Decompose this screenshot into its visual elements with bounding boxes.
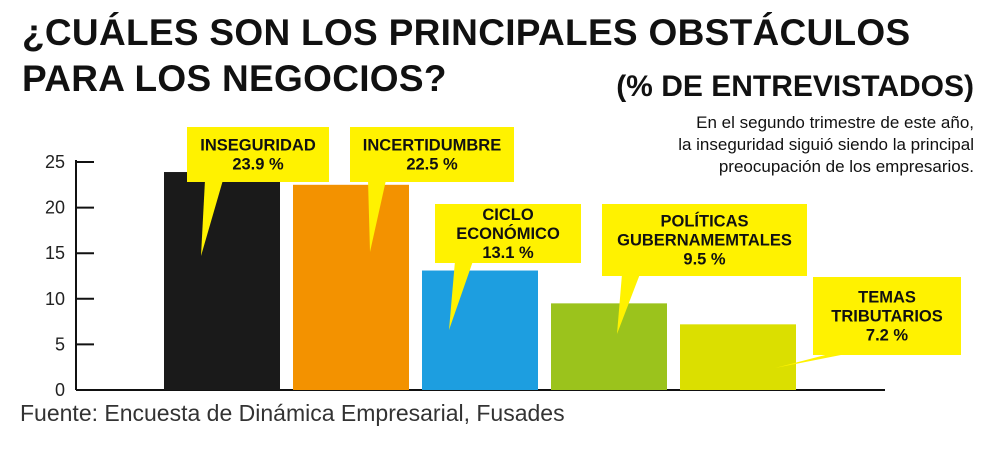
- bar-3: [422, 270, 538, 390]
- callout-box-4: [602, 204, 807, 276]
- category-label-4-line-2: GUBERNAMEMTALES: [617, 232, 792, 250]
- y-tick-label-0: 0: [55, 380, 65, 400]
- data-label-1: 23.9 %: [232, 156, 284, 174]
- y-tick-label-15: 15: [45, 243, 65, 263]
- bar-1: [164, 172, 280, 390]
- callout-box-5: [813, 277, 961, 355]
- callout-tail-2: [368, 180, 386, 252]
- source-note: Fuente: Encuesta de Dinámica Empresarial…: [20, 400, 565, 426]
- chart-title-line-1: ¿CUÁLES SON LOS PRINCIPALES OBSTÁCULOS: [22, 12, 911, 53]
- data-label-3: 13.1 %: [482, 244, 534, 262]
- bar-4: [551, 303, 667, 390]
- category-label-1: INSEGURIDAD: [200, 137, 316, 155]
- data-label-5: 7.2 %: [866, 327, 909, 345]
- chart-title: ¿CUÁLES SON LOS PRINCIPALES OBSTÁCULOS P…: [22, 10, 911, 102]
- callout-tail-3: [449, 261, 473, 330]
- chart-note-line-3: preocupación de los empresarios.: [718, 157, 974, 176]
- y-tick-label-20: 20: [45, 198, 65, 218]
- y-tick-label-25: 25: [45, 152, 65, 172]
- category-label-3-line-1: CICLO: [482, 206, 533, 224]
- callout-tail-1: [201, 180, 223, 256]
- y-tick-label-5: 5: [55, 334, 65, 354]
- data-label-4: 9.5 %: [683, 251, 726, 269]
- category-label-5-line-1: TEMAS: [858, 289, 916, 307]
- callout-tail-5: [775, 353, 851, 368]
- bar-2: [293, 184, 409, 390]
- callout-box-2: [350, 127, 514, 182]
- callout-tail-4: [617, 274, 640, 334]
- data-label-2: 22.5 %: [406, 156, 458, 174]
- chart-subtitle: (% DE ENTREVISTADOS): [616, 70, 974, 103]
- chart-title-line-2: PARA LOS NEGOCIOS?: [22, 58, 447, 99]
- chart-note-line-1: En el segundo trimestre de este año,: [696, 113, 974, 132]
- bar-5: [680, 324, 796, 390]
- chart-note-line-2: la inseguridad siguió siendo la principa…: [678, 135, 974, 154]
- y-tick-label-10: 10: [45, 289, 65, 309]
- category-label-2: INCERTIDUMBRE: [363, 137, 501, 155]
- chart-note: En el segundo trimestre de este año, la …: [678, 112, 974, 178]
- category-label-4-line-1: POLÍTICAS: [660, 212, 748, 231]
- category-label-3-line-2: ECONÓMICO: [456, 224, 560, 243]
- callout-box-1: [187, 127, 329, 182]
- category-label-5-line-2: TRIBUTARIOS: [831, 308, 943, 326]
- callout-box-3: [435, 204, 581, 263]
